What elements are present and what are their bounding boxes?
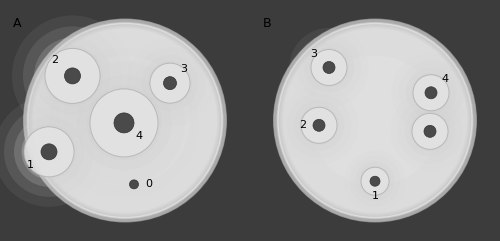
Ellipse shape <box>310 55 440 186</box>
Ellipse shape <box>134 47 206 119</box>
Ellipse shape <box>22 124 76 179</box>
Ellipse shape <box>301 107 337 143</box>
Ellipse shape <box>311 49 347 86</box>
Ellipse shape <box>12 15 133 136</box>
Ellipse shape <box>413 75 449 111</box>
Ellipse shape <box>279 25 471 216</box>
Ellipse shape <box>278 23 472 218</box>
Ellipse shape <box>299 106 339 145</box>
Ellipse shape <box>76 75 172 171</box>
Ellipse shape <box>150 63 190 103</box>
Ellipse shape <box>90 89 158 157</box>
Ellipse shape <box>276 21 474 220</box>
Ellipse shape <box>86 86 162 160</box>
Ellipse shape <box>361 167 389 195</box>
Ellipse shape <box>26 22 224 219</box>
Ellipse shape <box>425 87 437 99</box>
Ellipse shape <box>25 20 225 221</box>
Ellipse shape <box>14 117 84 187</box>
Ellipse shape <box>276 22 473 219</box>
Ellipse shape <box>283 28 467 213</box>
Ellipse shape <box>410 112 450 151</box>
Ellipse shape <box>33 28 217 213</box>
Ellipse shape <box>360 166 390 197</box>
Ellipse shape <box>34 37 111 114</box>
Ellipse shape <box>42 46 103 106</box>
Text: 3: 3 <box>310 48 318 59</box>
Ellipse shape <box>114 113 134 133</box>
Ellipse shape <box>45 48 100 103</box>
Ellipse shape <box>26 21 224 220</box>
Ellipse shape <box>41 144 57 160</box>
Ellipse shape <box>282 28 468 213</box>
Ellipse shape <box>309 48 349 87</box>
Ellipse shape <box>281 27 469 214</box>
Ellipse shape <box>356 162 395 201</box>
Ellipse shape <box>23 19 227 222</box>
Text: 4: 4 <box>136 131 142 141</box>
Ellipse shape <box>280 25 470 216</box>
Ellipse shape <box>344 150 406 212</box>
Ellipse shape <box>27 22 223 219</box>
Ellipse shape <box>164 77 176 90</box>
Text: 4: 4 <box>442 74 448 84</box>
Text: A: A <box>12 17 21 30</box>
Ellipse shape <box>273 19 477 222</box>
Text: 2: 2 <box>52 55 59 65</box>
Ellipse shape <box>280 26 469 215</box>
Ellipse shape <box>392 53 470 132</box>
Text: 1: 1 <box>26 160 34 170</box>
Ellipse shape <box>29 25 221 216</box>
Text: 2: 2 <box>299 120 306 130</box>
Ellipse shape <box>60 55 190 186</box>
Ellipse shape <box>24 127 74 177</box>
Ellipse shape <box>32 27 218 214</box>
Ellipse shape <box>278 24 471 217</box>
Ellipse shape <box>286 93 352 158</box>
Ellipse shape <box>0 97 104 207</box>
Text: B: B <box>262 17 271 30</box>
Text: 3: 3 <box>180 64 188 74</box>
Ellipse shape <box>280 86 358 165</box>
Ellipse shape <box>4 107 94 197</box>
Ellipse shape <box>424 125 436 137</box>
Ellipse shape <box>304 42 354 93</box>
Ellipse shape <box>28 23 222 218</box>
Ellipse shape <box>296 35 362 100</box>
Text: 0: 0 <box>146 179 152 189</box>
Ellipse shape <box>23 27 122 125</box>
Ellipse shape <box>370 176 380 186</box>
Ellipse shape <box>294 100 344 151</box>
Ellipse shape <box>63 62 185 184</box>
Ellipse shape <box>398 60 464 125</box>
Ellipse shape <box>31 27 219 214</box>
Ellipse shape <box>142 55 198 111</box>
Text: 1: 1 <box>372 191 378 201</box>
Ellipse shape <box>28 24 222 217</box>
Ellipse shape <box>30 26 220 215</box>
Ellipse shape <box>390 92 469 171</box>
Ellipse shape <box>126 39 214 127</box>
Ellipse shape <box>398 99 462 164</box>
Ellipse shape <box>49 48 199 198</box>
Ellipse shape <box>130 180 138 189</box>
Ellipse shape <box>32 28 218 213</box>
Ellipse shape <box>406 67 456 118</box>
Ellipse shape <box>313 119 325 131</box>
Ellipse shape <box>282 27 469 214</box>
Ellipse shape <box>405 106 455 157</box>
Ellipse shape <box>64 68 80 84</box>
Ellipse shape <box>412 113 448 149</box>
Ellipse shape <box>323 61 335 74</box>
Ellipse shape <box>275 20 475 221</box>
Ellipse shape <box>411 73 451 113</box>
Ellipse shape <box>148 61 192 105</box>
Ellipse shape <box>30 25 220 216</box>
Ellipse shape <box>350 156 400 207</box>
Ellipse shape <box>290 28 368 107</box>
Ellipse shape <box>277 22 473 219</box>
